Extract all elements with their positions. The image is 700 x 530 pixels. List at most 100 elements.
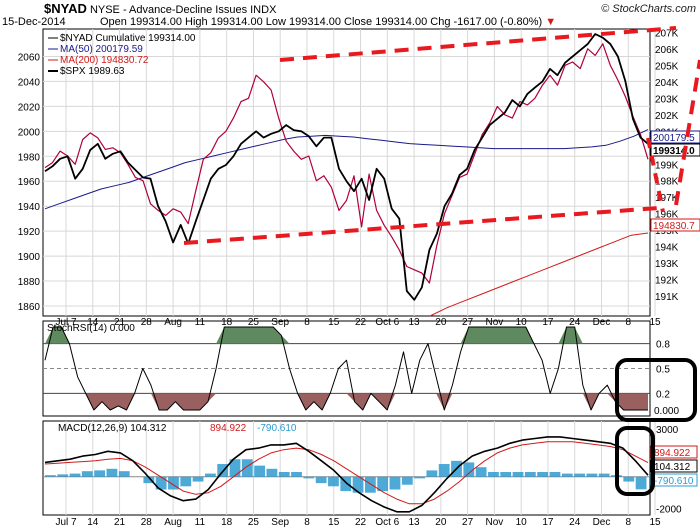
macd-x-tick-label: 8 <box>304 517 310 528</box>
ohlc-values: Open 199314.00 High 199314.00 Low 199314… <box>100 16 543 28</box>
macd-x-tick-label: 20 <box>435 517 447 528</box>
right-tick-label: 191K <box>655 292 679 303</box>
legend-spx: $SPX 1989.63 <box>60 66 125 77</box>
macd-histogram-bar <box>475 467 487 477</box>
macd-tag-macd: 104.312 <box>654 462 691 473</box>
macd-histogram-bar <box>500 471 512 477</box>
macd-histogram-bar <box>168 476 179 490</box>
macd-x-tick-label: Dec <box>593 517 611 528</box>
macd-histogram-bar <box>254 465 266 477</box>
x-tick-label: Sep <box>271 317 289 328</box>
macd-x-tick-label: 15 <box>328 517 340 528</box>
macd-histogram-bar <box>229 459 241 477</box>
macd-x-tick-label: 28 <box>141 517 153 528</box>
x-tick-label: 21 <box>114 317 126 328</box>
x-tick-label: Oct 6 <box>375 317 399 328</box>
legend-nyad: $NYAD Cumulative 199314.00 <box>60 33 196 44</box>
macd-x-tick-label: 13 <box>409 517 421 528</box>
x-tick-label: 24 <box>569 317 581 328</box>
macd-histogram-bar <box>303 476 315 479</box>
x-tick-label: 17 <box>542 317 554 328</box>
right-tick-label: 198K <box>655 177 679 188</box>
stockcharts-credit: © StockCharts.com <box>601 3 696 15</box>
x-tick-label: 14 <box>87 317 99 328</box>
macd-x-tick-label: Sep <box>271 517 289 528</box>
macd-histogram-bar <box>438 464 450 477</box>
legend-ma200: MA(200) 194830.72 <box>60 55 149 66</box>
macd-histogram-bar <box>598 473 610 477</box>
left-tick-label: 1860 <box>18 302 41 313</box>
right-tick-label: 197K <box>655 193 679 204</box>
stoch-tick-label: 0.2 <box>656 389 670 400</box>
macd-histogram-bar <box>106 468 118 477</box>
macd-x-tick-label: 22 <box>355 517 367 528</box>
stoch-overbought-fill <box>45 327 648 344</box>
tag-ma200: 194830.7 <box>653 221 695 232</box>
macd-histogram-bar <box>192 476 204 482</box>
x-tick-label: 10 <box>516 317 528 328</box>
macd-histogram-bar <box>488 471 499 477</box>
macd-histogram-bar <box>635 476 647 490</box>
macd-histogram-bar <box>586 473 598 477</box>
tag-ma50: 200179.5 <box>653 133 695 144</box>
x-tick-label: 15 <box>328 317 340 328</box>
legend-ma50: MA(50) 200179.59 <box>60 44 143 55</box>
x-tick-label: 8 <box>625 317 631 328</box>
macd-tick-label: 3000 <box>656 425 679 436</box>
macd-highlight-box <box>615 426 655 496</box>
left-tick-label: 2000 <box>18 127 41 138</box>
exchange-label: NYSE - Advance-Decline Issues INDX <box>89 4 277 16</box>
right-tick-label: 202K <box>655 111 679 122</box>
x-tick-label: 27 <box>462 317 474 328</box>
ma50-line <box>44 129 649 210</box>
stoch-oversold-fill <box>45 393 648 410</box>
macd-histogram-bar <box>352 476 364 493</box>
left-tick-label: 2040 <box>18 77 41 88</box>
macd-legend-hist: -790.610 <box>257 423 297 434</box>
right-tick-label: 199K <box>655 160 679 171</box>
macd-x-tick-label: 21 <box>114 517 126 528</box>
chart-date: 15-Dec-2014 <box>2 16 66 28</box>
right-tick-label: 194K <box>655 243 679 254</box>
left-tick-label: 1920 <box>18 227 41 238</box>
macd-x-tick-label: 14 <box>87 517 99 528</box>
ohlc-summary: Open 199314.00 High 199314.00 Low 199314… <box>100 16 556 28</box>
macd-histogram-bar <box>278 471 290 477</box>
right-tick-label: 205K <box>655 61 679 72</box>
macd-histogram-bar <box>401 476 413 485</box>
left-tick-label: 1960 <box>18 177 41 188</box>
ma200-line <box>429 232 649 317</box>
macd-histogram-bar <box>180 476 192 487</box>
macd-x-tick-label: 11 <box>195 517 206 528</box>
macd-histogram-bar <box>364 476 376 493</box>
macd-histogram-bar <box>69 473 81 477</box>
macd-histogram-bar <box>328 476 339 487</box>
price-panel-frame <box>42 28 651 317</box>
macd-histogram-bar <box>155 476 167 490</box>
macd-histogram-bar <box>549 471 561 477</box>
macd-histogram-bar <box>94 470 106 477</box>
tag-nyad: 199314.0 <box>653 146 695 157</box>
right-tick-label: 192K <box>655 276 679 287</box>
macd-x-tick-label: 27 <box>462 517 474 528</box>
right-tick-label: 206K <box>655 45 679 56</box>
macd-histogram-bar <box>241 459 253 477</box>
macd-histogram-bar <box>118 471 130 477</box>
macd-histogram-bar <box>463 462 475 477</box>
macd-x-tick-label: Aug <box>164 517 182 528</box>
macd-histogram-bar <box>623 476 635 482</box>
stoch-tick-label: 0.8 <box>656 340 670 351</box>
nyad-line <box>44 43 649 284</box>
macd-panel-frame <box>42 420 651 516</box>
right-tick-label: 204K <box>655 78 679 89</box>
macd-tick-label: -2000 <box>656 505 682 516</box>
macd-x-tick-label: 10 <box>516 517 528 528</box>
macd-histogram-bar <box>340 476 352 492</box>
symbol-label: $NYAD <box>44 1 87 16</box>
macd-tag-hist: -790.610 <box>654 476 694 487</box>
macd-x-tick-label: 18 <box>221 517 233 528</box>
macd-histogram-bar <box>204 473 216 477</box>
x-tick-label: Aug <box>164 317 182 328</box>
trend-annotations <box>183 26 700 496</box>
x-tick-label: 11 <box>195 317 206 328</box>
